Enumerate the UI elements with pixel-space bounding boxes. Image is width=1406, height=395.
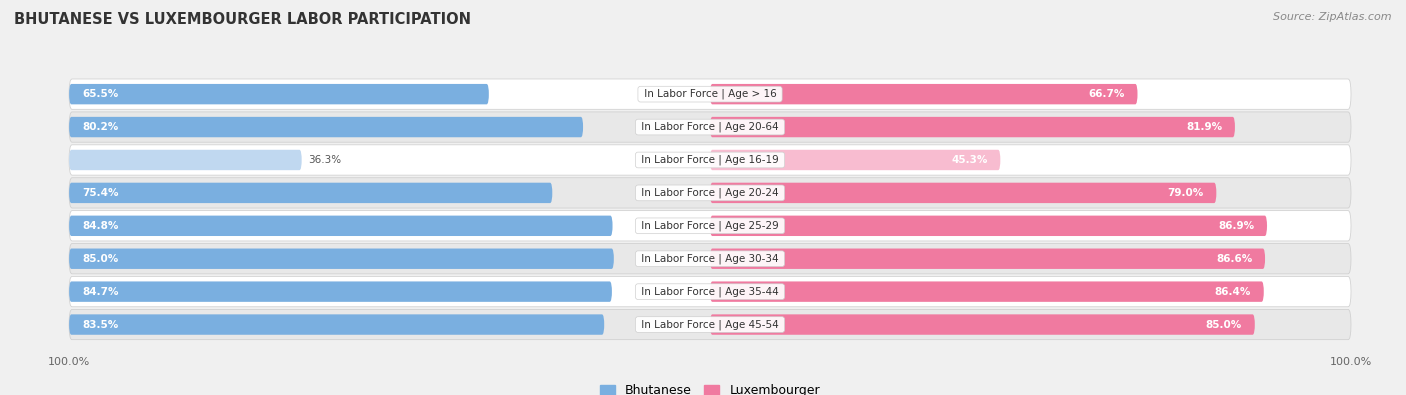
- Text: In Labor Force | Age 16-19: In Labor Force | Age 16-19: [638, 155, 782, 165]
- FancyBboxPatch shape: [710, 216, 1267, 236]
- Legend: Bhutanese, Luxembourger: Bhutanese, Luxembourger: [595, 379, 825, 395]
- FancyBboxPatch shape: [710, 248, 1265, 269]
- Text: 83.5%: 83.5%: [82, 320, 118, 329]
- FancyBboxPatch shape: [710, 84, 1137, 104]
- FancyBboxPatch shape: [69, 281, 612, 302]
- Text: In Labor Force | Age 20-24: In Labor Force | Age 20-24: [638, 188, 782, 198]
- Text: 86.4%: 86.4%: [1215, 287, 1251, 297]
- FancyBboxPatch shape: [710, 150, 1001, 170]
- Text: 85.0%: 85.0%: [82, 254, 118, 264]
- Text: 79.0%: 79.0%: [1167, 188, 1204, 198]
- Text: BHUTANESE VS LUXEMBOURGER LABOR PARTICIPATION: BHUTANESE VS LUXEMBOURGER LABOR PARTICIP…: [14, 12, 471, 27]
- Text: 65.5%: 65.5%: [82, 89, 118, 99]
- Text: 86.9%: 86.9%: [1218, 221, 1254, 231]
- Text: In Labor Force | Age > 16: In Labor Force | Age > 16: [641, 89, 779, 100]
- FancyBboxPatch shape: [69, 276, 1351, 307]
- Text: 86.6%: 86.6%: [1216, 254, 1253, 264]
- Text: In Labor Force | Age 25-29: In Labor Force | Age 25-29: [638, 220, 782, 231]
- FancyBboxPatch shape: [69, 309, 1351, 340]
- FancyBboxPatch shape: [69, 117, 583, 137]
- FancyBboxPatch shape: [69, 112, 1351, 142]
- Text: 84.8%: 84.8%: [82, 221, 118, 231]
- Text: In Labor Force | Age 20-64: In Labor Force | Age 20-64: [638, 122, 782, 132]
- Text: 85.0%: 85.0%: [1206, 320, 1241, 329]
- Text: 80.2%: 80.2%: [82, 122, 118, 132]
- Text: 66.7%: 66.7%: [1088, 89, 1125, 99]
- FancyBboxPatch shape: [69, 150, 302, 170]
- Text: 45.3%: 45.3%: [952, 155, 987, 165]
- Text: 84.7%: 84.7%: [82, 287, 118, 297]
- FancyBboxPatch shape: [69, 244, 1351, 274]
- Text: 81.9%: 81.9%: [1187, 122, 1222, 132]
- FancyBboxPatch shape: [69, 182, 553, 203]
- FancyBboxPatch shape: [69, 216, 613, 236]
- FancyBboxPatch shape: [710, 117, 1234, 137]
- Text: In Labor Force | Age 30-34: In Labor Force | Age 30-34: [638, 254, 782, 264]
- Text: Source: ZipAtlas.com: Source: ZipAtlas.com: [1274, 12, 1392, 22]
- Text: 75.4%: 75.4%: [82, 188, 118, 198]
- Text: In Labor Force | Age 35-44: In Labor Force | Age 35-44: [638, 286, 782, 297]
- FancyBboxPatch shape: [69, 211, 1351, 241]
- FancyBboxPatch shape: [710, 182, 1216, 203]
- Text: In Labor Force | Age 45-54: In Labor Force | Age 45-54: [638, 319, 782, 330]
- FancyBboxPatch shape: [69, 84, 489, 104]
- FancyBboxPatch shape: [710, 314, 1256, 335]
- FancyBboxPatch shape: [69, 178, 1351, 208]
- FancyBboxPatch shape: [69, 145, 1351, 175]
- FancyBboxPatch shape: [69, 248, 614, 269]
- FancyBboxPatch shape: [710, 281, 1264, 302]
- FancyBboxPatch shape: [69, 79, 1351, 109]
- Text: 36.3%: 36.3%: [308, 155, 342, 165]
- FancyBboxPatch shape: [69, 314, 605, 335]
